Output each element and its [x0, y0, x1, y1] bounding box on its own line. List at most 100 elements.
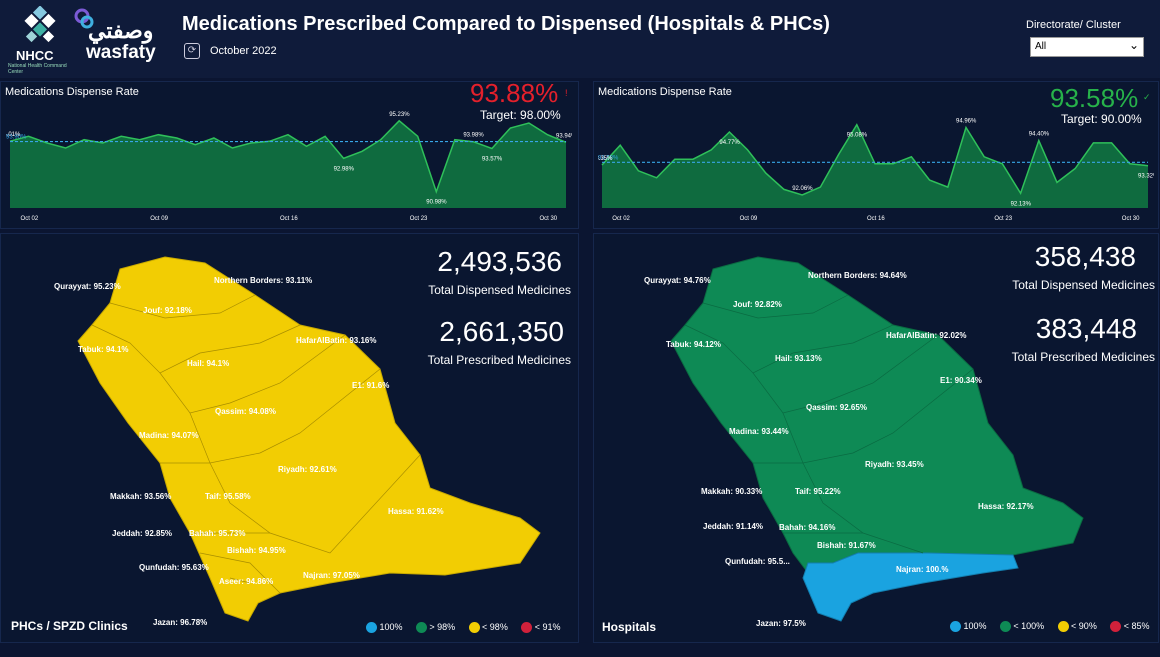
left-panel-footer-title: PHCs / SPZD Clinics: [11, 619, 128, 633]
data-label: 93.94%: [556, 133, 572, 139]
x-tick-label: Oct 02: [21, 216, 39, 222]
region-label: Hassa: 92.17%: [978, 502, 1034, 511]
page-title: Medications Prescribed Compared to Dispe…: [182, 13, 830, 35]
region-label: HafarAlBatin: 92.02%: [886, 331, 967, 340]
directorate-cluster-dropdown[interactable]: All ⌄: [1030, 37, 1144, 57]
report-period: October 2022: [210, 45, 277, 57]
region-label: Qassim: 94.08%: [215, 407, 276, 416]
right-total-prescribed-label: Total Prescribed Medicines: [1011, 350, 1155, 364]
right-total-dispensed-label: Total Dispensed Medicines: [1012, 278, 1155, 292]
region-label: Madina: 94.07%: [139, 431, 199, 440]
left-total-dispensed: 2,493,536: [437, 246, 562, 277]
region-label: Jazan: 96.78%: [153, 618, 208, 627]
region-label: Qurayyat: 95.23%: [54, 282, 121, 291]
region-label: Jouf: 92.82%: [733, 300, 782, 309]
x-tick-label: Oct 23: [410, 216, 428, 222]
legend-dot-green: [999, 621, 1011, 633]
left-target: Target: 98.00%: [480, 108, 561, 122]
region-label: Bishah: 91.67%: [817, 541, 876, 550]
region-label: Bahah: 94.16%: [779, 523, 836, 532]
legend-dot-green: [415, 622, 427, 634]
legend-dot-blue: [366, 622, 377, 634]
wasfaty-brand-arabic: وصفتي: [88, 18, 154, 43]
right-kpi-value: 93.58%: [1050, 83, 1139, 113]
legend-item: < 90%: [1057, 621, 1097, 633]
region-label: Taif: 95.58%: [205, 492, 251, 501]
region-label: Tabuk: 94.1%: [78, 345, 129, 354]
legend-dot-yellow: [1057, 621, 1069, 633]
right-dispense-rate-chart: 93.58%93.35% 94.77% 92.06% 95.08% 94.96% 92.1…: [598, 119, 1154, 222]
region-label: Makkah: 93.56%: [110, 492, 172, 501]
hospital-saudi-map: [670, 256, 1084, 622]
chevron-down-icon: ⌄: [1128, 38, 1139, 52]
dropdown-value: All: [1035, 41, 1047, 52]
region-label: Qurayyat: 94.76%: [644, 276, 711, 285]
area-fill: [10, 120, 566, 208]
data-label: 93.32%: [1138, 174, 1154, 180]
legend-item: > 98%: [415, 622, 455, 634]
left-trend-title: Medications Dispense Rate: [5, 86, 139, 98]
region-label: Taif: 95.22%: [795, 487, 841, 496]
wasfaty-logo-icon: [74, 8, 94, 29]
x-tick-label: Oct 02: [612, 216, 630, 222]
region-label: Najran: 97.05%: [303, 571, 360, 580]
series-line: [9, 119, 567, 194]
region-label: Jazan: 97.5%: [756, 619, 806, 628]
phc-saudi-map: [77, 256, 541, 622]
x-tick-label: Oct 09: [740, 216, 758, 222]
average-label: 93.58%: [598, 155, 619, 161]
left-dispense-rate-chart: 93.90%94.01% 92.98% 95.23% 90.98% 93.98% 93.5…: [6, 112, 572, 222]
region-label: Hail: 93.13%: [775, 354, 822, 363]
legend-dot-blue: [950, 621, 961, 633]
warning-icon: !: [565, 88, 568, 98]
data-label: 94.77%: [719, 140, 740, 146]
region-label: Qunfudah: 95.5...: [725, 557, 790, 566]
nhcc-brand-subtitle: National Health Command Center: [8, 63, 67, 75]
region-label: Jouf: 92.18%: [143, 306, 192, 315]
region-label: Qassim: 92.65%: [806, 403, 867, 412]
data-label: 90.98%: [426, 200, 447, 206]
area-fill: [602, 124, 1148, 208]
region-label: Jeddah: 92.85%: [112, 529, 173, 538]
right-trend-title: Medications Dispense Rate: [598, 86, 732, 98]
region-label: Tabuk: 94.12%: [666, 340, 721, 349]
region-label: Qunfudah: 95.63%: [139, 563, 209, 572]
legend-item: 100%: [366, 622, 403, 634]
x-tick-label: Oct 16: [280, 216, 298, 222]
left-kpi-value: 93.88%: [470, 78, 559, 108]
filter-label: Directorate/ Cluster: [1026, 19, 1121, 31]
x-tick-label: Oct 16: [867, 216, 885, 222]
region-label: Bahah: 95.73%: [189, 529, 246, 538]
legend-item: < 91%: [521, 622, 560, 634]
data-label: 95.08%: [847, 133, 868, 139]
left-total-dispensed-label: Total Dispensed Medicines: [428, 283, 571, 297]
check-icon: ✓: [1143, 92, 1151, 102]
data-label: 94.01%: [6, 132, 21, 138]
data-label: 92.98%: [334, 166, 355, 172]
x-tick-label: Oct 30: [1122, 216, 1140, 222]
legend-item: 100%: [950, 621, 987, 633]
region-label: HafarAlBatin: 93.16%: [296, 336, 377, 345]
region-label: Riyadh: 92.61%: [278, 465, 337, 474]
legend-item: < 85%: [1110, 621, 1149, 633]
region-label: E1: 91.6%: [352, 381, 390, 390]
region-label: Bishah: 94.95%: [227, 546, 286, 555]
region-label: Northern Borders: 94.64%: [808, 271, 907, 280]
right-total-dispensed: 358,438: [1034, 241, 1136, 272]
region-label: Najran: 100.%: [896, 565, 949, 574]
map-region-shape: [802, 552, 1019, 622]
region-label: Aseer: 94.86%: [219, 577, 274, 586]
refresh-icon[interactable]: ⟳: [184, 43, 200, 59]
right-total-prescribed: 383,448: [1035, 313, 1137, 344]
data-label: 93.57%: [482, 157, 503, 163]
legend-dot-yellow: [468, 622, 480, 634]
data-label: 93.98%: [463, 133, 484, 139]
data-label: 93.35%: [598, 156, 613, 162]
average-label: 93.90%: [6, 135, 27, 141]
region-label: Jeddah: 91.14%: [703, 522, 764, 531]
wasfaty-brand: wasfaty: [86, 42, 156, 63]
data-label: 94.96%: [956, 119, 977, 125]
nhcc-logo-icon: [24, 6, 56, 43]
region-label: E1: 90.34%: [940, 376, 982, 385]
region-label: Hail: 94.1%: [187, 359, 230, 368]
